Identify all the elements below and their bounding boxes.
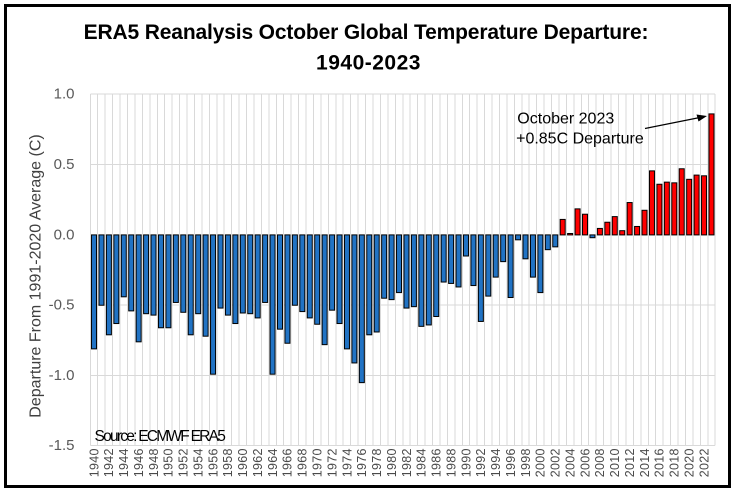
svg-text:ERA5 Reanalysis October Global: ERA5 Reanalysis October Global Temperatu… [84,21,649,44]
svg-text:2012: 2012 [623,448,637,477]
svg-text:1984: 1984 [415,448,429,477]
svg-text:2018: 2018 [668,448,682,477]
svg-text:1944: 1944 [117,448,131,477]
svg-text:1994: 1994 [489,448,503,477]
svg-text:2010: 2010 [608,448,622,477]
svg-text:2002: 2002 [549,448,563,477]
svg-text:2004: 2004 [563,448,577,477]
svg-text:1976: 1976 [355,448,369,477]
svg-text:1996: 1996 [504,448,518,477]
svg-text:2020: 2020 [682,448,696,477]
svg-text:1958: 1958 [221,448,235,477]
svg-text:1966: 1966 [281,448,295,477]
svg-text:1982: 1982 [400,448,414,477]
svg-text:1.0: 1.0 [54,86,75,103]
svg-text:1940-2023: 1940-2023 [316,51,421,74]
svg-text:1964: 1964 [266,448,280,477]
svg-text:1986: 1986 [430,448,444,477]
svg-text:2000: 2000 [534,448,548,477]
svg-text:-1.0: -1.0 [49,367,75,384]
svg-text:1962: 1962 [251,448,265,477]
svg-text:1972: 1972 [325,448,339,477]
svg-text:1956: 1956 [206,448,220,477]
svg-text:1998: 1998 [519,448,533,477]
svg-text:1948: 1948 [147,448,161,477]
svg-text:1978: 1978 [370,448,384,477]
svg-text:-0.5: -0.5 [49,297,75,314]
svg-text:1990: 1990 [459,448,473,477]
svg-text:1970: 1970 [311,448,325,477]
svg-text:Departure From 1991-2020 Avera: Departure From 1991-2020 Average (C) [28,134,45,417]
svg-text:-1.5: -1.5 [49,437,75,454]
svg-text:2006: 2006 [578,448,592,477]
svg-text:1954: 1954 [191,448,205,477]
svg-text:1942: 1942 [102,448,116,477]
svg-text:2008: 2008 [593,448,607,477]
svg-text:1960: 1960 [236,448,250,477]
svg-text:1940: 1940 [87,448,101,477]
svg-text:1974: 1974 [340,448,354,477]
svg-text:1992: 1992 [474,448,488,477]
svg-text:2016: 2016 [653,448,667,477]
svg-text:Source: ECMWF ERA5: Source: ECMWF ERA5 [95,428,226,445]
svg-text:1952: 1952 [177,448,191,477]
svg-text:0.0: 0.0 [54,226,75,243]
svg-text:1946: 1946 [132,448,146,477]
svg-text:1988: 1988 [444,448,458,477]
svg-text:0.5: 0.5 [54,156,75,173]
svg-text:2022: 2022 [697,448,711,477]
svg-text:1968: 1968 [296,448,310,477]
svg-text:October 2023: October 2023 [517,110,614,127]
svg-text:1980: 1980 [385,448,399,477]
svg-text:+0.85C Departure: +0.85C Departure [516,130,644,147]
svg-text:2014: 2014 [638,448,652,477]
svg-text:1950: 1950 [162,448,176,477]
